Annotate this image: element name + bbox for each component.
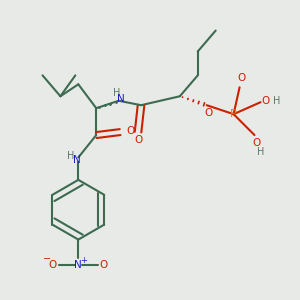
Text: O: O [100,260,108,270]
Text: N: N [73,155,81,166]
Text: O: O [134,135,142,146]
Text: H: H [113,88,121,98]
Text: O: O [49,260,57,270]
Text: O: O [262,96,270,106]
Text: O: O [237,73,245,83]
Text: N: N [74,260,82,270]
Text: +: + [80,256,87,265]
Text: −: − [43,254,51,264]
Text: O: O [253,137,261,148]
Text: O: O [204,108,212,118]
Text: H: H [67,151,75,161]
Text: P: P [230,109,237,119]
Text: N: N [117,94,125,104]
Text: H: H [273,96,280,106]
Text: H: H [257,147,265,158]
Text: O: O [127,127,135,136]
